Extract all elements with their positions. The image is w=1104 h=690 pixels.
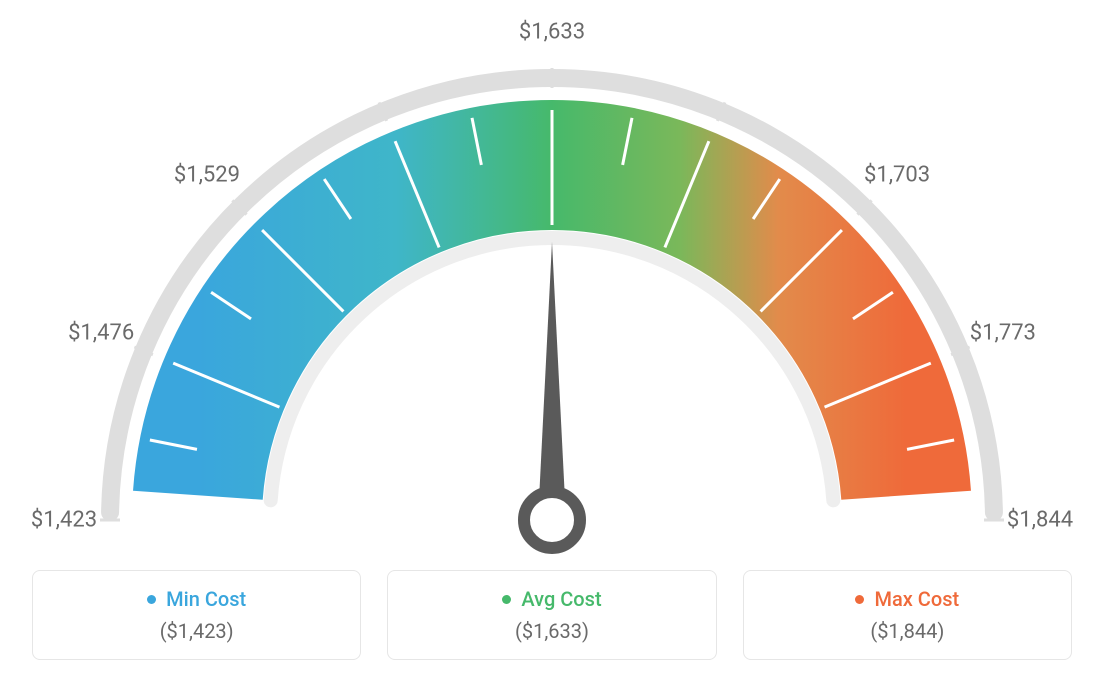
legend-card-min: Min Cost ($1,423) xyxy=(32,570,361,660)
legend-row: Min Cost ($1,423) Avg Cost ($1,633) Max … xyxy=(0,570,1104,660)
gauge-tick-label: $1,529 xyxy=(174,162,240,187)
gauge-tick-label: $1,633 xyxy=(519,20,585,45)
legend-title-max: Max Cost xyxy=(754,587,1061,611)
legend-value-max: ($1,844) xyxy=(754,619,1061,643)
legend-card-avg: Avg Cost ($1,633) xyxy=(387,570,716,660)
legend-card-max: Max Cost ($1,844) xyxy=(743,570,1072,660)
gauge-tick-label: $1,423 xyxy=(31,508,97,533)
legend-title-avg: Avg Cost xyxy=(398,587,705,611)
legend-title-min: Min Cost xyxy=(43,587,350,611)
gauge-tick-label: $1,773 xyxy=(970,321,1036,346)
gauge-tick-label: $1,844 xyxy=(1007,508,1073,533)
legend-value-min: ($1,423) xyxy=(43,619,350,643)
legend-value-avg: ($1,633) xyxy=(398,619,705,643)
gauge-chart: $1,423 $1,476 $1,529 $1,633 $1,703 $1,773 $1,8… xyxy=(0,0,1104,560)
gauge-tick-label: $1,476 xyxy=(68,321,134,346)
gauge-svg xyxy=(0,0,1104,560)
gauge-tick-label: $1,703 xyxy=(864,162,930,187)
